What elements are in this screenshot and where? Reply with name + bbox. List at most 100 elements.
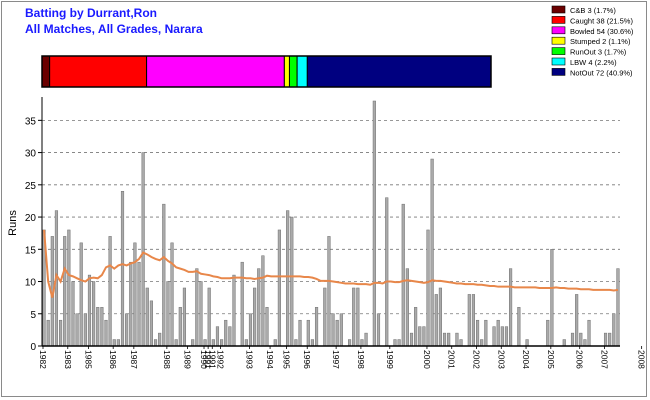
runs-bar — [438, 287, 442, 347]
runs-bar — [327, 236, 331, 347]
runs-bar — [331, 313, 335, 347]
dismissal-segment-lbw — [296, 55, 308, 88]
x-tick-label-1991: 1991 — [207, 350, 217, 369]
runs-bar — [211, 339, 215, 347]
y-tick-label: 5 — [30, 310, 36, 321]
x-tick-label-2002: 2002 — [472, 350, 482, 369]
runs-bar — [455, 332, 459, 347]
x-tick-label-1985: 1985 — [83, 350, 93, 369]
runs-bar — [616, 268, 620, 347]
runs-bar — [306, 319, 310, 347]
y-tick-label: 35 — [25, 116, 37, 127]
runs-bar — [112, 339, 116, 347]
runs-bar — [352, 287, 356, 347]
runs-bar — [63, 236, 67, 347]
runs-bar — [220, 339, 224, 347]
x-tick-label-1990: 1990 — [199, 350, 209, 369]
y-tick-label: 25 — [25, 181, 37, 192]
runs-bar — [467, 294, 471, 347]
runs-bar — [509, 268, 513, 347]
runs-bar — [286, 210, 290, 347]
runs-bar — [100, 307, 104, 347]
x-tick-label-1993: 1993 — [244, 350, 254, 369]
runs-bar — [414, 307, 418, 347]
runs-bar — [224, 319, 228, 347]
x-tick-label-1996: 1996 — [302, 350, 312, 369]
dismissal-segment-c&b — [41, 55, 51, 88]
runs-bar — [137, 261, 141, 347]
runs-bar — [162, 203, 166, 347]
runs-bar — [248, 313, 253, 347]
runs-bar — [430, 158, 434, 347]
legend-label-caught: Caught 38 (21.5%) — [570, 16, 633, 25]
x-tick-label-2000: 2000 — [422, 350, 432, 369]
runs-bar — [170, 242, 174, 347]
runs-bar — [587, 319, 591, 347]
legend-label-bowled: Bowled 54 (30.6%) — [570, 27, 634, 36]
runs-bar — [442, 332, 447, 347]
x-tick-label-1995: 1995 — [282, 350, 292, 369]
runs-bar — [517, 307, 521, 347]
runs-bar — [83, 313, 87, 347]
runs-bar — [195, 268, 199, 347]
runs-bar — [426, 229, 430, 347]
runs-bar — [203, 339, 207, 347]
runs-bar — [92, 281, 96, 347]
x-tick-label-1997: 1997 — [331, 350, 341, 369]
legend-label-lbw: LBW 4 (2.2%) — [570, 58, 617, 67]
runs-bar — [290, 216, 294, 347]
runs-bar — [550, 249, 554, 347]
x-tick-label-1994: 1994 — [265, 350, 275, 369]
runs-bar — [570, 332, 575, 347]
runs-bar — [79, 242, 83, 347]
dismissal-segment-bowled — [146, 55, 285, 88]
runs-bar — [603, 332, 608, 347]
runs-bar — [525, 339, 529, 347]
runs-bar — [228, 326, 232, 347]
runs-bar — [496, 319, 500, 347]
chart-title: Batting by Durrant,Ron — [25, 6, 157, 20]
y-axis-label: Runs — [7, 210, 19, 236]
runs-bar — [120, 191, 125, 347]
runs-bar — [257, 268, 261, 347]
runs-bar — [583, 339, 587, 347]
x-tick-label-2008: 2008 — [637, 350, 647, 369]
legend-label-stumped: Stumped 2 (1.1%) — [570, 37, 631, 46]
x-tick-label-2007: 2007 — [599, 350, 609, 369]
runs-bar — [546, 319, 550, 347]
runs-bar — [393, 339, 397, 347]
batting-average-line — [43, 229, 619, 298]
x-tick-label-2003: 2003 — [496, 350, 506, 369]
x-tick-label-1986: 1986 — [108, 350, 118, 369]
runs-bar — [141, 152, 145, 347]
runs-bar — [149, 300, 153, 347]
runs-bar — [401, 203, 405, 347]
dismissal-segment-stumped — [283, 55, 290, 88]
runs-bar — [323, 287, 327, 347]
dismissal-segment-runout — [288, 55, 298, 88]
runs-bar — [434, 294, 438, 347]
runs-bar — [294, 339, 298, 347]
legend-swatch-bowled — [551, 26, 566, 35]
runs-bar — [232, 274, 236, 347]
x-tick-label-1982: 1982 — [38, 350, 48, 369]
runs-bar — [475, 319, 480, 347]
x-tick-label-1987: 1987 — [129, 350, 139, 369]
runs-bar — [385, 197, 389, 347]
runs-bar — [178, 307, 182, 347]
dismissal-segment-notout — [306, 55, 492, 88]
runs-bar — [356, 287, 360, 347]
runs-bar — [166, 281, 170, 347]
runs-bar — [608, 332, 612, 347]
runs-bar — [215, 326, 220, 347]
runs-bar — [364, 332, 368, 347]
runs-bar — [96, 307, 100, 347]
runs-bar — [376, 313, 381, 347]
x-tick-label-2004: 2004 — [521, 350, 531, 369]
runs-bar — [129, 261, 133, 347]
runs-bar — [182, 287, 187, 347]
runs-bar — [145, 287, 149, 347]
y-tick-label: 30 — [25, 149, 37, 160]
y-tick-label: 0 — [30, 342, 36, 353]
runs-bar — [471, 294, 476, 347]
